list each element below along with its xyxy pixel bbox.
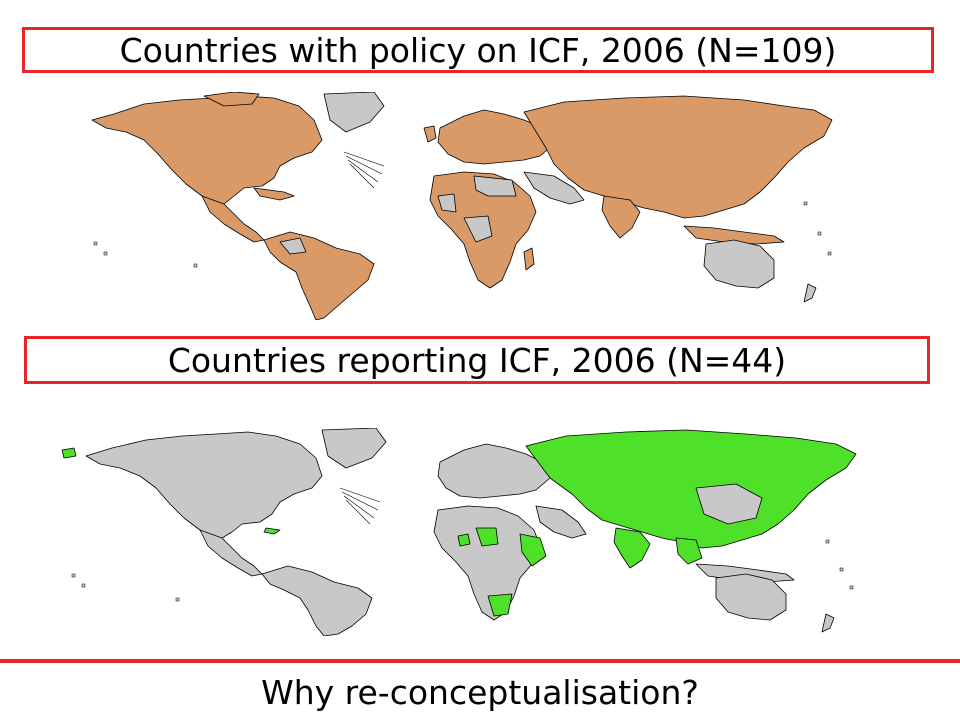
- russia-asia: [523, 95, 833, 219]
- arctic-islands: [203, 92, 260, 107]
- central-america: [199, 529, 263, 577]
- footer-question: Why re-conceptualisation?: [0, 664, 960, 720]
- footer-divider: [0, 659, 960, 663]
- caribbean-reporting: [263, 527, 281, 535]
- africa-reporting-central: [475, 527, 499, 547]
- australia: [715, 573, 787, 621]
- island-dot: [827, 251, 832, 256]
- island-dot: [849, 585, 854, 590]
- australia: [703, 239, 775, 289]
- india: [601, 195, 641, 239]
- world-map-reporting: [61, 428, 857, 636]
- russia-asia-reporting: [525, 429, 857, 549]
- island-dot: [93, 241, 98, 246]
- se-asia-islands: [683, 225, 785, 245]
- europe: [437, 109, 555, 165]
- north-america-region: [91, 95, 323, 205]
- greenland: [323, 92, 385, 133]
- island-dot: [817, 231, 822, 236]
- middle-east-grey: [523, 171, 585, 205]
- island-dot: [103, 251, 108, 256]
- island-dot: [803, 201, 808, 206]
- africa-reporting-south: [487, 593, 513, 617]
- africa-grey-west: [437, 193, 457, 213]
- new-zealand: [803, 283, 817, 303]
- middle-east-grey: [535, 505, 587, 539]
- africa-grey-central: [463, 215, 493, 243]
- footer-question-text: Why re-conceptualisation?: [261, 672, 699, 712]
- central-america: [201, 195, 265, 243]
- new-zealand: [821, 613, 835, 633]
- africa-grey-north: [473, 175, 517, 197]
- south-america: [263, 231, 375, 320]
- greenland: [321, 428, 387, 469]
- africa: [433, 505, 541, 621]
- africa-reporting-east: [519, 533, 547, 567]
- island-dot: [839, 567, 844, 572]
- uk: [423, 125, 437, 143]
- pacific-islands-mark: [343, 151, 385, 189]
- island-dot: [175, 597, 180, 602]
- europe: [437, 443, 551, 499]
- madagascar: [523, 247, 535, 271]
- caribbean: [253, 187, 295, 201]
- china-grey: [695, 483, 763, 525]
- south-america: [261, 565, 373, 636]
- island-dot: [193, 263, 198, 268]
- island-dot: [71, 573, 76, 578]
- island-dot: [825, 539, 830, 544]
- island-dot: [81, 583, 86, 588]
- map-title-policy: Countries with policy on ICF, 2006 (N=10…: [22, 27, 934, 73]
- africa-reporting-west: [457, 533, 471, 547]
- map-title-policy-text: Countries with policy on ICF, 2006 (N=10…: [119, 30, 837, 70]
- se-asia-reporting: [675, 537, 703, 565]
- pacific-islands-mark: [339, 487, 381, 525]
- map-title-reporting: Countries reporting ICF, 2006 (N=44): [24, 336, 930, 384]
- south-america-grey: [279, 237, 307, 255]
- map-title-reporting-text: Countries reporting ICF, 2006 (N=44): [167, 340, 787, 380]
- world-map-policy: [91, 92, 833, 320]
- india-reporting: [613, 527, 651, 569]
- alaska-island-reporting: [61, 447, 77, 459]
- north-america-region: [85, 431, 323, 539]
